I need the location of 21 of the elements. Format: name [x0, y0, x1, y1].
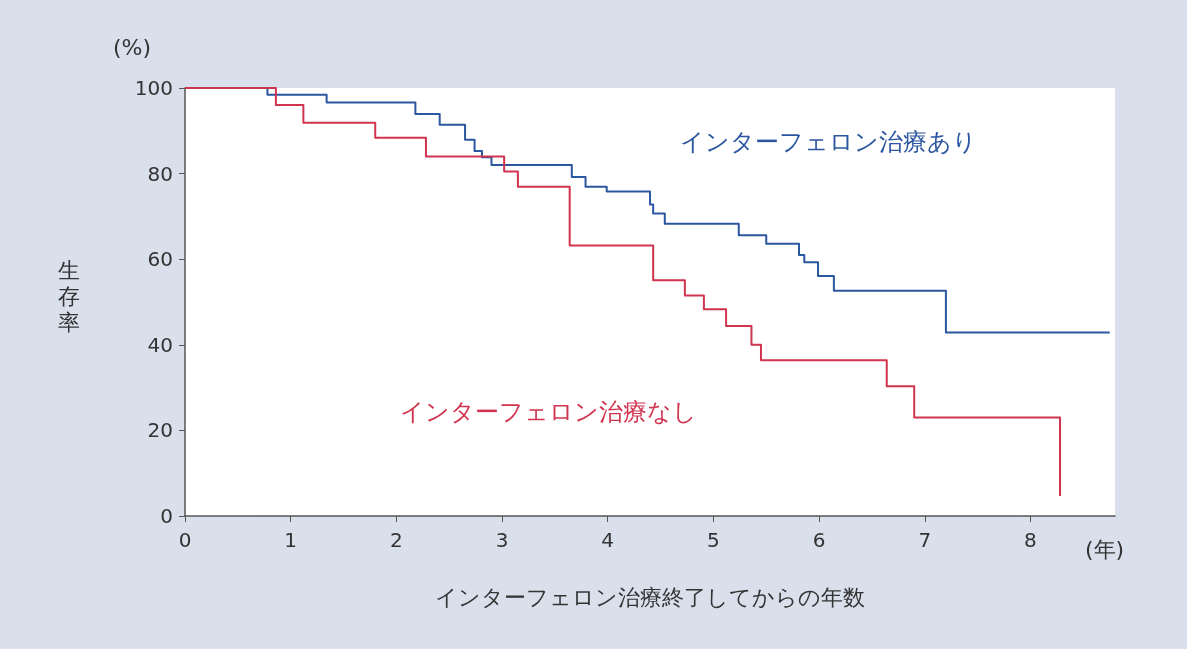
- text: インターフェロン治療なし: [400, 398, 697, 426]
- x-tick-label: 7: [918, 528, 932, 552]
- y-tick-label: 60: [147, 247, 173, 272]
- x-tick-label: 8: [1024, 528, 1037, 552]
- x-axis-title: インターフェロン治療終了してからの年数: [435, 584, 865, 610]
- x-tick-label: 3: [495, 528, 509, 552]
- y-tick-label: 100: [134, 76, 173, 100]
- text: (%): [113, 34, 152, 60]
- y-axis-title: 生存率: [57, 258, 81, 336]
- text: (年): [1085, 536, 1125, 562]
- x-tick-label: 4: [601, 528, 615, 552]
- x-tick-label: 2: [390, 528, 403, 552]
- y-tick-label: 0: [160, 504, 173, 528]
- x-tick-label: 1: [284, 528, 298, 552]
- x-tick-label: 0: [178, 528, 192, 552]
- y-tick-label: 20: [147, 418, 173, 443]
- y-tick-label: 80: [147, 161, 173, 186]
- x-tick-label: 5: [707, 528, 720, 552]
- series-label: インターフェロン治療あり: [680, 128, 977, 156]
- y-tick-label: 40: [147, 332, 173, 357]
- x-tick-label: 6: [812, 528, 826, 552]
